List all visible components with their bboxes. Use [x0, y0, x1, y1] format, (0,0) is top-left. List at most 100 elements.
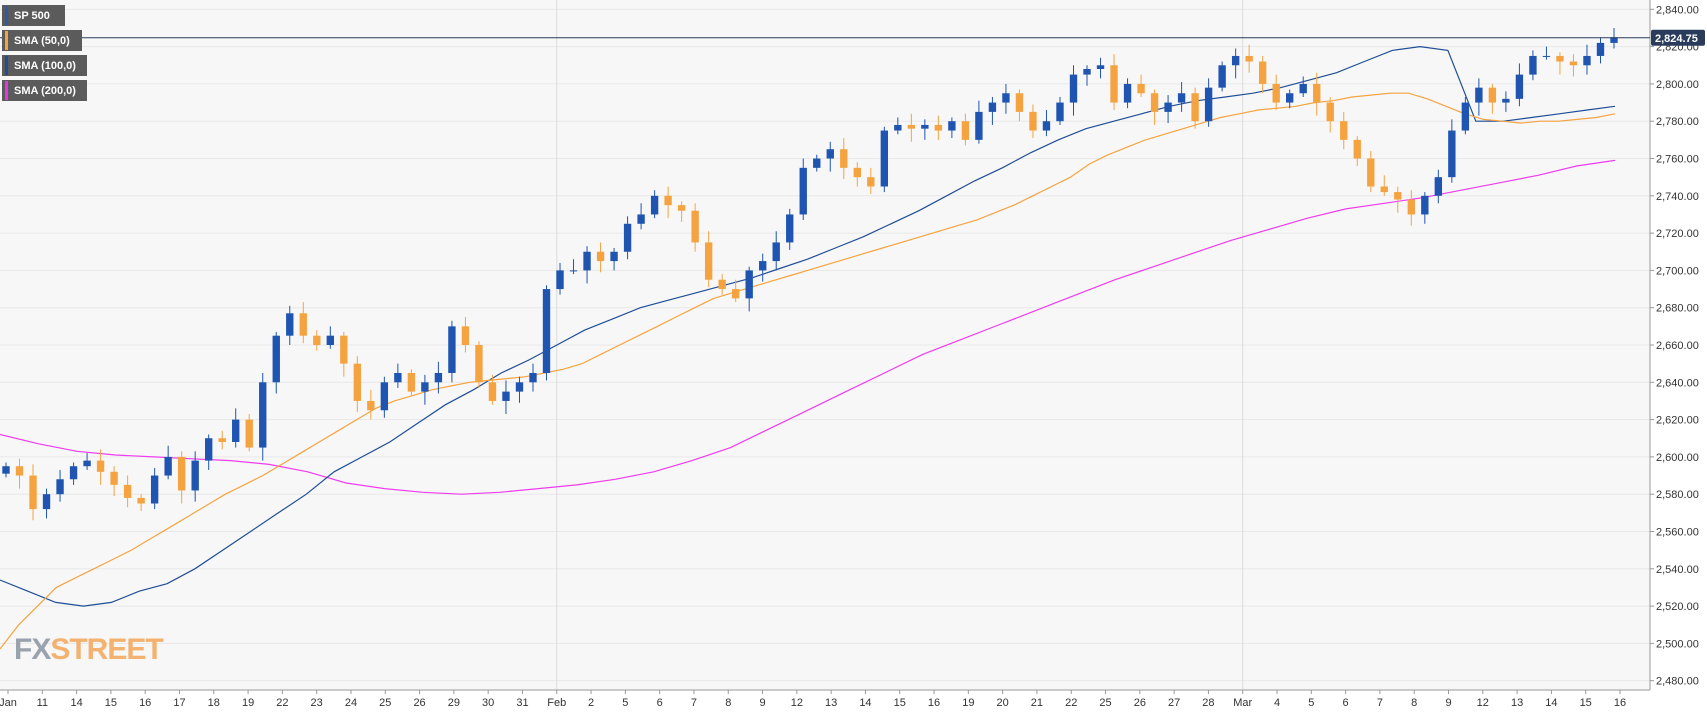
sma100-line — [0, 45, 1616, 607]
legend-sma100[interactable]: SMA (100,0) — [2, 55, 87, 76]
candle-body — [529, 372, 537, 383]
candle-body — [1299, 83, 1307, 94]
candle-body — [2, 466, 10, 474]
candle-body — [853, 167, 861, 178]
x-tick-label: 23 — [311, 697, 323, 709]
candle-body — [650, 195, 659, 215]
candle-body — [1461, 102, 1470, 131]
candle — [691, 203, 699, 252]
x-tick-label: 31 — [516, 697, 528, 709]
candle — [286, 305, 294, 345]
candle — [1096, 57, 1105, 79]
candle — [137, 494, 145, 511]
x-tick-label: Jan — [0, 697, 17, 709]
candle — [650, 190, 659, 219]
candle — [448, 320, 456, 383]
legend-label: SP 500 — [14, 9, 50, 22]
legend-swatch-sma200 — [5, 81, 8, 100]
candle — [42, 488, 51, 519]
candle-body — [150, 475, 159, 504]
candle — [1353, 136, 1361, 166]
candle — [515, 376, 524, 403]
candle — [1218, 61, 1226, 92]
candle-body — [1394, 192, 1402, 200]
candle — [380, 376, 389, 418]
candle — [177, 451, 186, 504]
candle-body — [1191, 93, 1199, 122]
legend-sma200[interactable]: SMA (200,0) — [2, 80, 87, 101]
candle-body — [826, 149, 834, 159]
candle-body — [704, 242, 713, 280]
candles — [2, 27, 1618, 521]
legend-sp500[interactable]: SP 500 — [2, 5, 65, 26]
candle-body — [1569, 61, 1578, 66]
candle-body — [83, 460, 91, 467]
candle — [218, 430, 226, 450]
candle — [150, 468, 159, 510]
candle-body — [164, 456, 172, 476]
candle-body — [191, 460, 199, 491]
candle-body — [1083, 69, 1091, 75]
candle-body — [1340, 121, 1348, 140]
x-tick-label: 7 — [1377, 697, 1383, 709]
candle — [488, 374, 497, 405]
logo-street: STREET — [50, 633, 163, 666]
candle — [1515, 63, 1524, 107]
candle-body — [1042, 121, 1051, 131]
candle — [961, 113, 970, 146]
candle — [677, 201, 686, 222]
x-tick-label: 14 — [1545, 697, 1557, 709]
legend-sma50[interactable]: SMA (50,0) — [2, 30, 82, 51]
candle-body — [799, 167, 807, 215]
candle-body — [1529, 55, 1537, 75]
x-tick-label: 21 — [1031, 697, 1043, 709]
x-tick-label: 30 — [482, 697, 494, 709]
candle — [1394, 186, 1402, 213]
candle-body — [1002, 93, 1010, 103]
x-tick-label: Mar — [1233, 697, 1252, 709]
candle — [542, 285, 551, 381]
candle-body — [1150, 93, 1159, 112]
candle — [96, 449, 105, 485]
candle — [299, 302, 307, 344]
candle-body — [110, 471, 118, 485]
candle-body — [1056, 102, 1064, 122]
candle-body — [1542, 55, 1551, 57]
sma50-line — [0, 92, 1616, 650]
candle-body — [1583, 55, 1591, 66]
candle-body — [1177, 93, 1186, 103]
y-tick-label: 2,720.00 — [1656, 228, 1699, 240]
candle-body — [813, 158, 821, 168]
candle-body — [677, 205, 686, 211]
candle — [245, 414, 253, 452]
x-tick-label: 15 — [1580, 697, 1592, 709]
candle-body — [948, 121, 956, 131]
candle-body — [1421, 195, 1429, 215]
candle-body — [96, 460, 105, 472]
y-tick-label: 2,800.00 — [1656, 79, 1699, 91]
logo-fx: FX — [14, 633, 51, 666]
candle-body — [1015, 93, 1024, 112]
y-tick-label: 2,520.00 — [1656, 601, 1699, 613]
candle — [1340, 111, 1348, 150]
x-tick-label: 13 — [1511, 697, 1523, 709]
candle-body — [123, 484, 132, 498]
candle — [1488, 83, 1497, 114]
candle-body — [1258, 61, 1267, 84]
candle — [15, 458, 24, 489]
x-tick-label: 8 — [1411, 697, 1417, 709]
candle-body — [1380, 186, 1388, 193]
x-tick-label: 19 — [962, 697, 974, 709]
candle — [569, 259, 578, 275]
x-tick-label: 17 — [173, 697, 185, 709]
x-tick-label: 16 — [1614, 697, 1626, 709]
x-tick-label: 15 — [105, 697, 117, 709]
candle — [880, 126, 889, 193]
candle — [1502, 91, 1510, 112]
candle-body — [718, 279, 726, 290]
candle — [232, 408, 240, 448]
y-tick-label: 2,560.00 — [1656, 526, 1699, 538]
x-tick-label: 12 — [791, 697, 803, 709]
x-tick-label: 2 — [588, 697, 594, 709]
